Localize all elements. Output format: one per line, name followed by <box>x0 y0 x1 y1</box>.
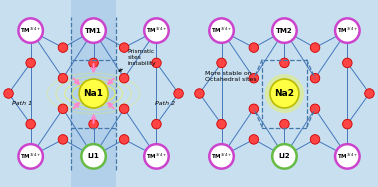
Circle shape <box>19 18 43 43</box>
Circle shape <box>217 119 226 129</box>
Circle shape <box>272 144 297 169</box>
Circle shape <box>249 135 259 144</box>
Bar <box>262 59 307 128</box>
Circle shape <box>335 18 359 43</box>
Circle shape <box>89 58 98 68</box>
Circle shape <box>265 74 304 113</box>
Text: TM2: TM2 <box>276 28 293 34</box>
Circle shape <box>4 89 13 98</box>
Circle shape <box>58 73 68 83</box>
Text: Path 2: Path 2 <box>155 101 175 106</box>
Circle shape <box>209 18 234 43</box>
Text: TM$^{3/4+}$: TM$^{3/4+}$ <box>337 26 358 35</box>
Text: Prismatic
sites
instability: Prismatic sites instability <box>119 49 156 71</box>
Text: Na2: Na2 <box>274 89 294 98</box>
Circle shape <box>365 89 374 98</box>
Text: TM$^{3/4+}$: TM$^{3/4+}$ <box>337 152 358 161</box>
Circle shape <box>81 144 106 169</box>
Circle shape <box>58 43 68 52</box>
Circle shape <box>58 135 68 144</box>
Circle shape <box>152 119 161 129</box>
Circle shape <box>310 104 320 114</box>
Circle shape <box>209 144 234 169</box>
Bar <box>71 59 116 128</box>
Bar <box>71 0 116 187</box>
Circle shape <box>249 73 259 83</box>
Circle shape <box>217 58 226 68</box>
Text: TM1: TM1 <box>85 28 102 34</box>
Circle shape <box>119 135 129 144</box>
Circle shape <box>119 43 129 52</box>
Text: Li1: Li1 <box>88 153 99 159</box>
Text: Li2: Li2 <box>279 153 290 159</box>
Circle shape <box>195 89 204 98</box>
Text: TM$^{3/4+}$: TM$^{3/4+}$ <box>146 152 167 161</box>
Text: Na1: Na1 <box>84 89 104 98</box>
Text: TM$^{3/4+}$: TM$^{3/4+}$ <box>211 152 232 161</box>
Circle shape <box>310 43 320 52</box>
Circle shape <box>280 58 289 68</box>
Circle shape <box>58 104 68 114</box>
Circle shape <box>144 144 169 169</box>
Circle shape <box>342 58 352 68</box>
Circle shape <box>89 119 98 129</box>
Circle shape <box>280 119 289 129</box>
Circle shape <box>26 119 36 129</box>
Circle shape <box>79 79 108 108</box>
Text: Path 1: Path 1 <box>12 101 32 106</box>
Text: TM$^{3/4+}$: TM$^{3/4+}$ <box>20 26 41 35</box>
Circle shape <box>310 73 320 83</box>
Circle shape <box>119 104 129 114</box>
Circle shape <box>26 58 36 68</box>
Text: TM$^{3/4+}$: TM$^{3/4+}$ <box>211 26 232 35</box>
Circle shape <box>249 104 259 114</box>
Circle shape <box>335 144 359 169</box>
Circle shape <box>270 79 299 108</box>
Circle shape <box>19 144 43 169</box>
Text: More stable on
Octahedral sites: More stable on Octahedral sites <box>204 71 256 82</box>
Circle shape <box>249 43 259 52</box>
Circle shape <box>310 135 320 144</box>
Text: TM$^{3/4+}$: TM$^{3/4+}$ <box>20 152 41 161</box>
Circle shape <box>144 18 169 43</box>
Circle shape <box>174 89 183 98</box>
Circle shape <box>272 18 297 43</box>
Circle shape <box>81 18 106 43</box>
Circle shape <box>119 73 129 83</box>
Text: TM$^{3/4+}$: TM$^{3/4+}$ <box>146 26 167 35</box>
Circle shape <box>152 58 161 68</box>
Circle shape <box>342 119 352 129</box>
